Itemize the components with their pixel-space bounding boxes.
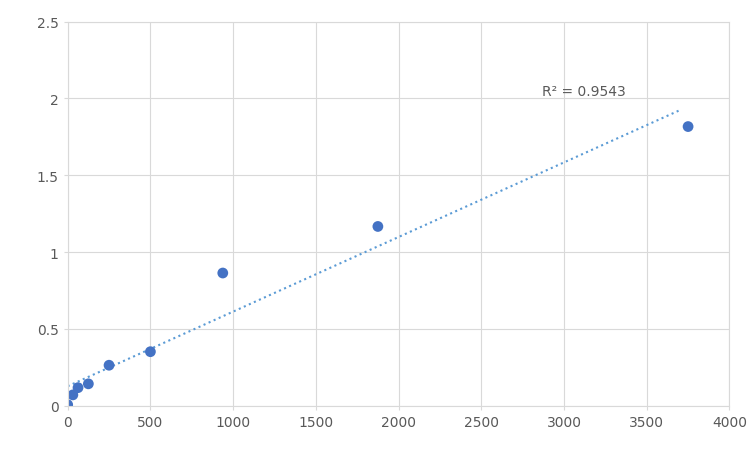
- Point: [217, 270, 229, 277]
- Point: [371, 223, 384, 230]
- Point: [103, 362, 115, 369]
- Point: [62, 401, 74, 409]
- Point: [82, 380, 94, 387]
- Point: [682, 124, 694, 131]
- Text: R² = 0.9543: R² = 0.9543: [542, 85, 626, 99]
- Point: [144, 348, 156, 355]
- Point: [67, 391, 79, 399]
- Point: [72, 384, 84, 391]
